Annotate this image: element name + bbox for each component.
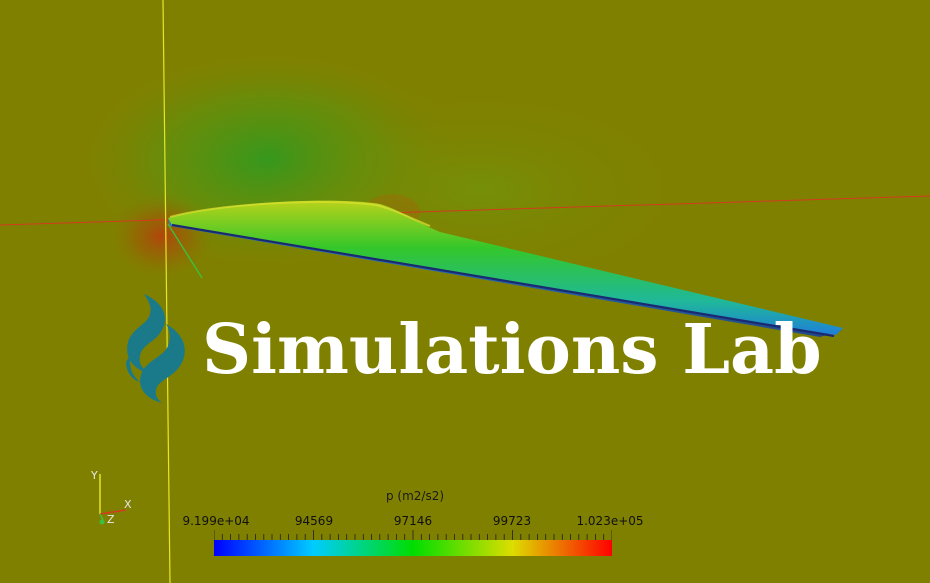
high-pressure-region [107, 191, 217, 281]
simulations-lab-logo [126, 294, 185, 403]
colorbar-label-4: 99723 [492, 514, 532, 528]
global-y-axis-line [162, 0, 171, 583]
colorbar-ticks [214, 530, 612, 540]
colorbar-label-2: 94569 [294, 514, 334, 528]
orientation-x-axis [99, 509, 127, 515]
colorbar-label-min: 9.199e+04 [182, 514, 250, 528]
orientation-origin [99, 519, 105, 525]
orientation-y-label: Y [91, 469, 98, 482]
colorbar-label-3: 97146 [393, 514, 433, 528]
global-x-axis-line [0, 195, 930, 226]
pressure-colorbar[interactable] [214, 526, 612, 556]
colorbar-title: p (m2/s2) [385, 489, 445, 503]
orientation-x-label: X [124, 498, 132, 511]
watermark-title: Simulations Lab [202, 310, 822, 390]
colorbar-gradient [214, 540, 612, 556]
colorbar-label-max: 1.023e+05 [576, 514, 644, 528]
wing-leading-edge-highlight [169, 201, 431, 227]
global-z-axis-line [167, 223, 203, 279]
orientation-axes[interactable] [80, 464, 140, 534]
wing-trailing-edge [171, 223, 835, 338]
wing-upper-surface [168, 200, 843, 335]
orientation-z-label: Z [107, 513, 115, 526]
